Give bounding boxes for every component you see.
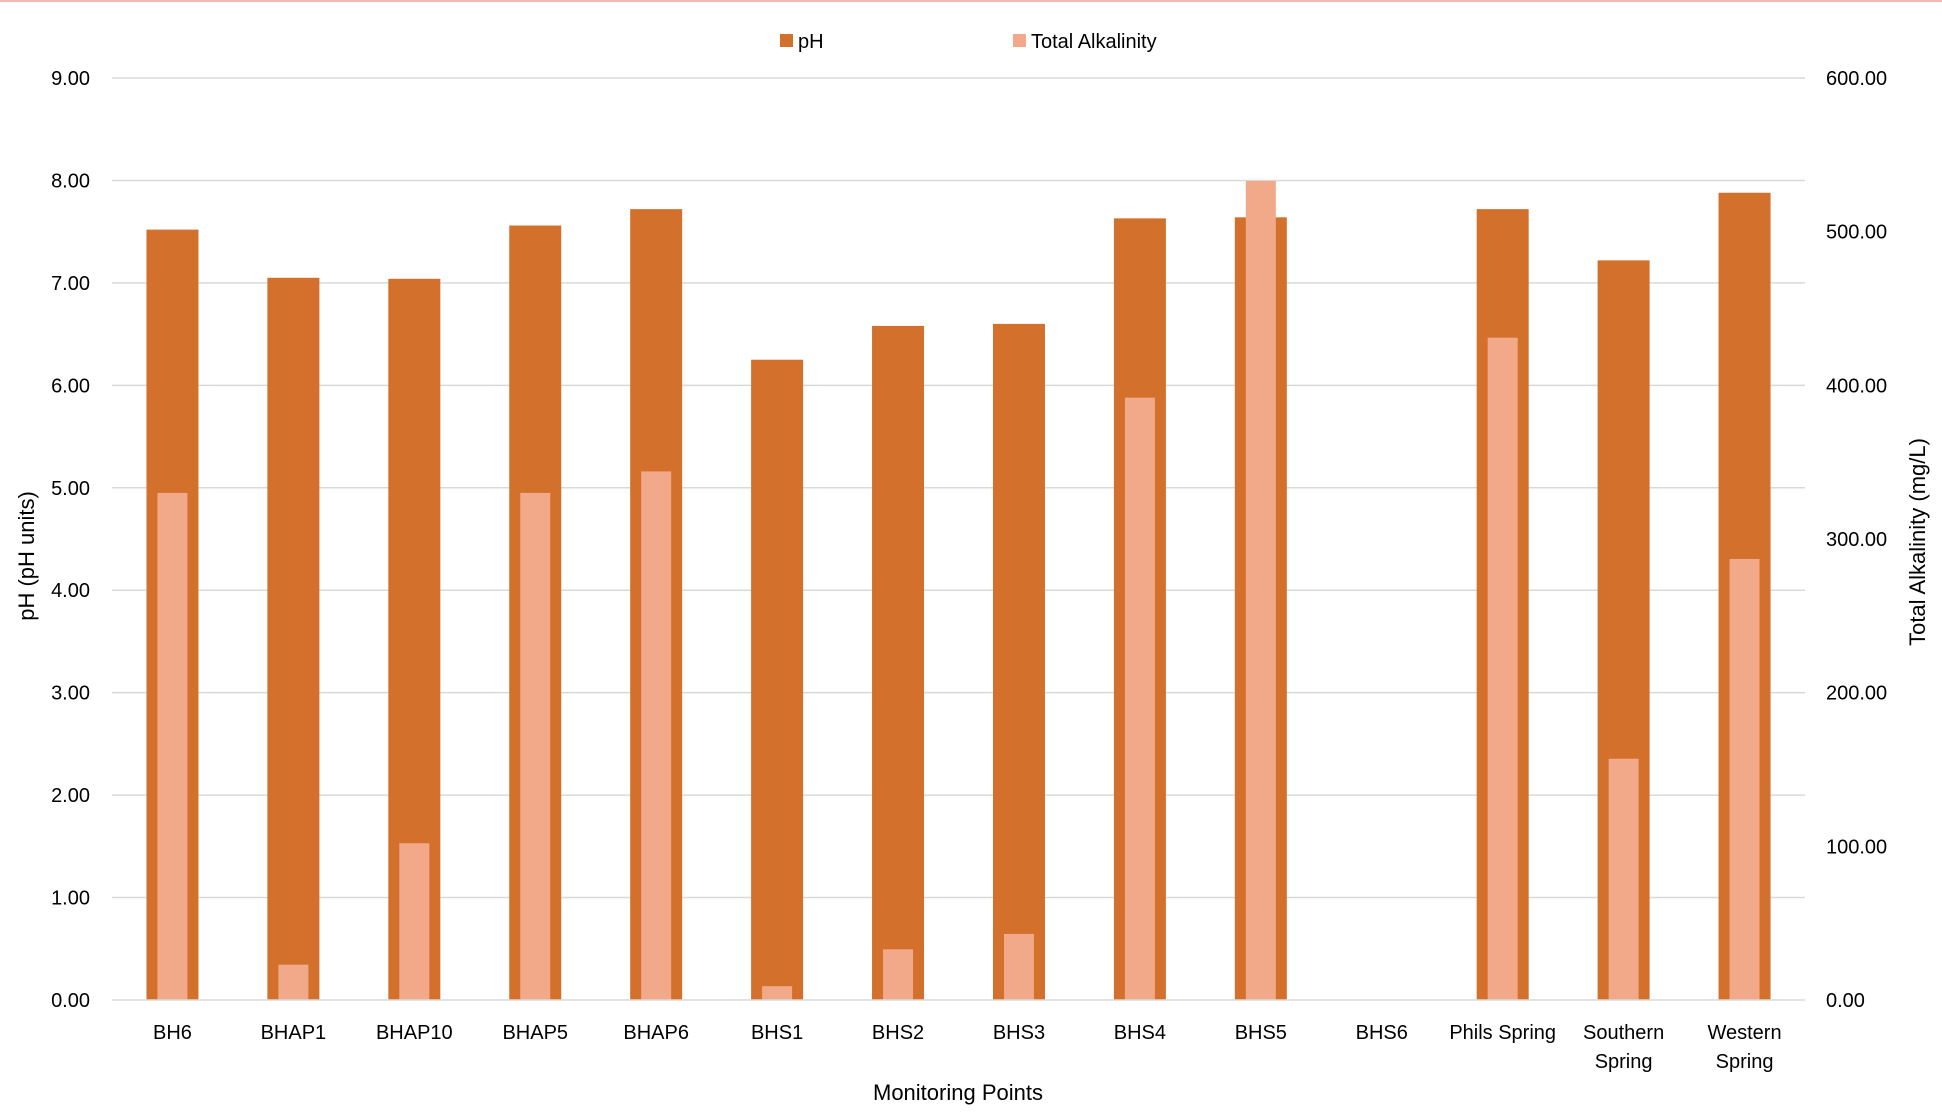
- y-axis-title: pH (pH units): [14, 491, 39, 621]
- alkalinity-bar: [520, 492, 551, 1000]
- alkalinity-bar: [1487, 337, 1518, 1000]
- x-tick-label: BHS6: [1356, 1022, 1408, 1044]
- alkalinity-bar: [157, 492, 188, 1000]
- x-tick-label: BHS4: [1114, 1022, 1166, 1044]
- y-tick-label: 3.00: [51, 683, 90, 705]
- y-tick-label: 2.00: [51, 785, 90, 807]
- x-tick-label: BHS3: [993, 1022, 1045, 1044]
- x-tick-label: Western Spring: [1707, 1022, 1781, 1073]
- y-tick-label: 4.00: [51, 580, 90, 602]
- ph-bar: [872, 325, 925, 1001]
- x-tick-label: Phils Spring: [1449, 1022, 1556, 1044]
- alkalinity-bar: [641, 471, 672, 1000]
- alkalinity-bar: [1003, 933, 1034, 1000]
- ph-bars: [146, 192, 1771, 1001]
- ph-bar: [267, 277, 320, 1000]
- x-axis-title: Monitoring Points: [873, 1080, 1043, 1105]
- y2-tick-label: 200.00: [1826, 683, 1887, 705]
- alkalinity-bar: [1124, 397, 1155, 1000]
- x-tick-label: BHAP10: [376, 1022, 453, 1044]
- x-tick-label: BH6: [153, 1022, 192, 1044]
- y2-tick-label: 600.00: [1826, 68, 1887, 90]
- y-tick-label: 0.00: [51, 990, 90, 1012]
- legend-label-ph: pH: [798, 31, 824, 53]
- y-tick-label: 1.00: [51, 888, 90, 910]
- legend-swatch-total-alkalinity: [1013, 34, 1026, 47]
- alkalinity-bar: [1729, 558, 1760, 1000]
- y2-tick-label: 100.00: [1826, 836, 1887, 858]
- legend-label-total-alkalinity: Total Alkalinity: [1031, 31, 1157, 53]
- y-tick-label: 5.00: [51, 478, 90, 500]
- x-tick-label: BHS5: [1235, 1022, 1287, 1044]
- ph-bar: [751, 359, 804, 1000]
- y2-tick-label: 400.00: [1826, 375, 1887, 397]
- alkalinity-bar: [762, 986, 793, 1000]
- y-tick-label: 9.00: [51, 68, 90, 90]
- ph-bar: [992, 323, 1045, 1000]
- x-tick-label: BHAP5: [502, 1022, 568, 1044]
- alkalinity-bar: [278, 964, 309, 1000]
- y-tick-label: 8.00: [51, 170, 90, 192]
- alkalinity-bars: [157, 180, 1760, 1000]
- x-tick-label: BHS2: [872, 1022, 924, 1044]
- y-tick-label: 6.00: [51, 375, 90, 397]
- alkalinity-bar: [883, 949, 914, 1000]
- y2-tick-label: 0.00: [1826, 990, 1865, 1012]
- alkalinity-bar: [1608, 758, 1639, 1000]
- y2-tick-label: 500.00: [1826, 222, 1887, 244]
- x-tick-label: BHAP6: [623, 1022, 689, 1044]
- right-axis-ticks: 0.00 100.00 200.00 300.00 400.00 500.00 600.00: [1826, 68, 1887, 1012]
- x-tick-label: BHS1: [751, 1022, 803, 1044]
- gridlines: [112, 77, 1805, 899]
- y-tick-label: 7.00: [51, 273, 90, 295]
- legend: pH Total Alkalinity: [780, 31, 1157, 53]
- left-axis-ticks: 0.00 1.00 2.00 3.00 4.00 5.00 6.00 7.00 8.00 9.00: [51, 68, 90, 1012]
- secondary-y-axis-title: Total Alkalinity (mg/L): [1905, 438, 1930, 646]
- legend-swatch-ph: [780, 34, 793, 47]
- alkalinity-bar: [399, 843, 430, 1000]
- y2-tick-label: 300.00: [1826, 529, 1887, 551]
- x-tick-label: Southern Spring: [1583, 1022, 1664, 1073]
- alkalinity-bar: [1245, 180, 1276, 1000]
- x-axis-category-labels: BH6 BHAP1 BHAP10 BHAP5 BHAP6 BHS1 BHS2 BHS3 BHS4…: [153, 1022, 1782, 1073]
- x-tick-label: BHAP1: [261, 1022, 327, 1044]
